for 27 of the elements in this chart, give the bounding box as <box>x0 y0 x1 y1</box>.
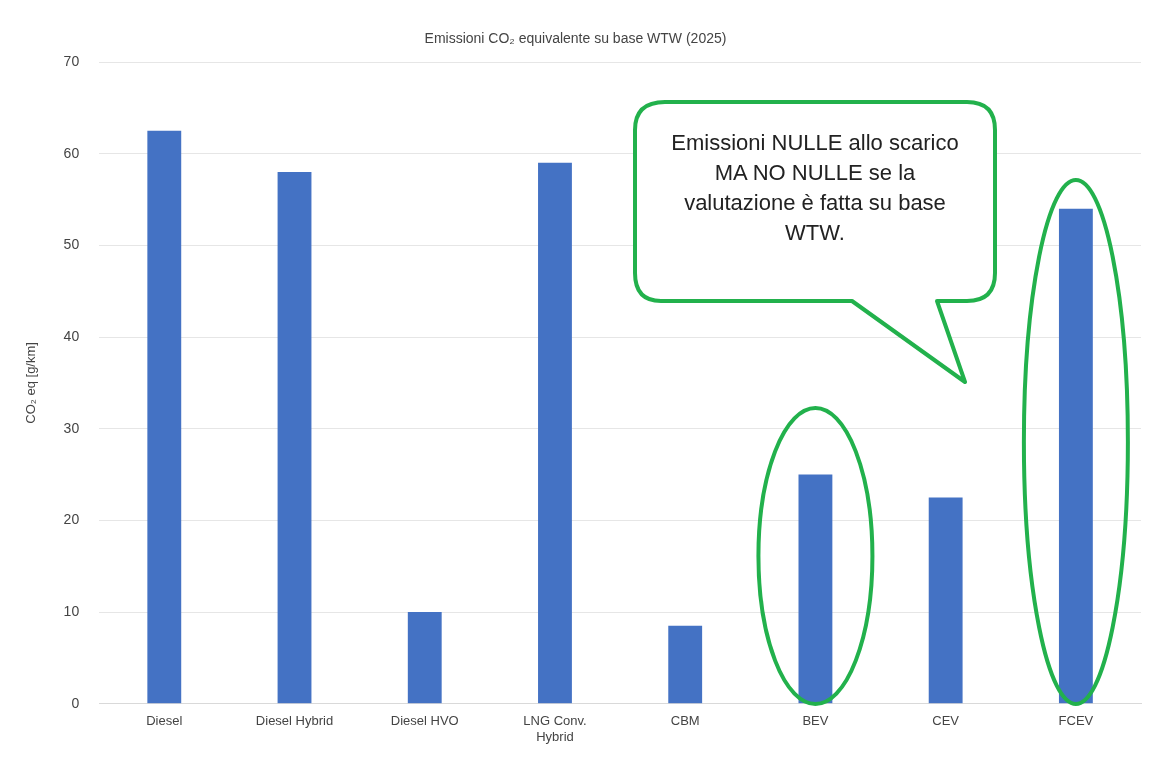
bar <box>668 625 703 704</box>
x-tick-label: Diesel HVO <box>390 713 459 729</box>
y-tick-label: 60 <box>63 144 80 161</box>
bar <box>277 172 312 704</box>
x-tick-label: FCEV <box>1058 713 1094 729</box>
bar <box>407 612 442 704</box>
y-tick-label: 0 <box>71 694 80 711</box>
y-tick-label: 10 <box>63 602 80 619</box>
x-tick-label: Diesel Hybrid <box>255 713 334 729</box>
x-tick-label: CEV <box>932 713 960 729</box>
x-tick-label: BEV <box>802 713 829 729</box>
bar <box>798 474 833 704</box>
y-tick-label: 20 <box>63 511 80 528</box>
x-tick-label: LNG Conv. Hybrid <box>523 713 587 744</box>
x-tick-label: Diesel <box>146 713 183 729</box>
y-tick-label: 50 <box>63 236 80 253</box>
y-tick-label: 70 <box>63 52 80 69</box>
bar <box>1058 208 1093 704</box>
bar <box>928 497 963 704</box>
bar <box>538 162 572 704</box>
chart-title: Emissioni CO₂ equivalente su base WTW (2025) <box>423 30 728 46</box>
annotation: Emissioni NULLE allo scarico MA NO NULLE se la valutazione è fatta su base WTW. <box>670 129 960 247</box>
bar <box>147 130 182 704</box>
y-axis-title: CO₂ eq [g/km] <box>23 342 39 424</box>
x-tick-label: CBM <box>670 713 700 729</box>
y-tick-label: 40 <box>63 327 80 344</box>
y-tick-label: 30 <box>63 419 80 436</box>
